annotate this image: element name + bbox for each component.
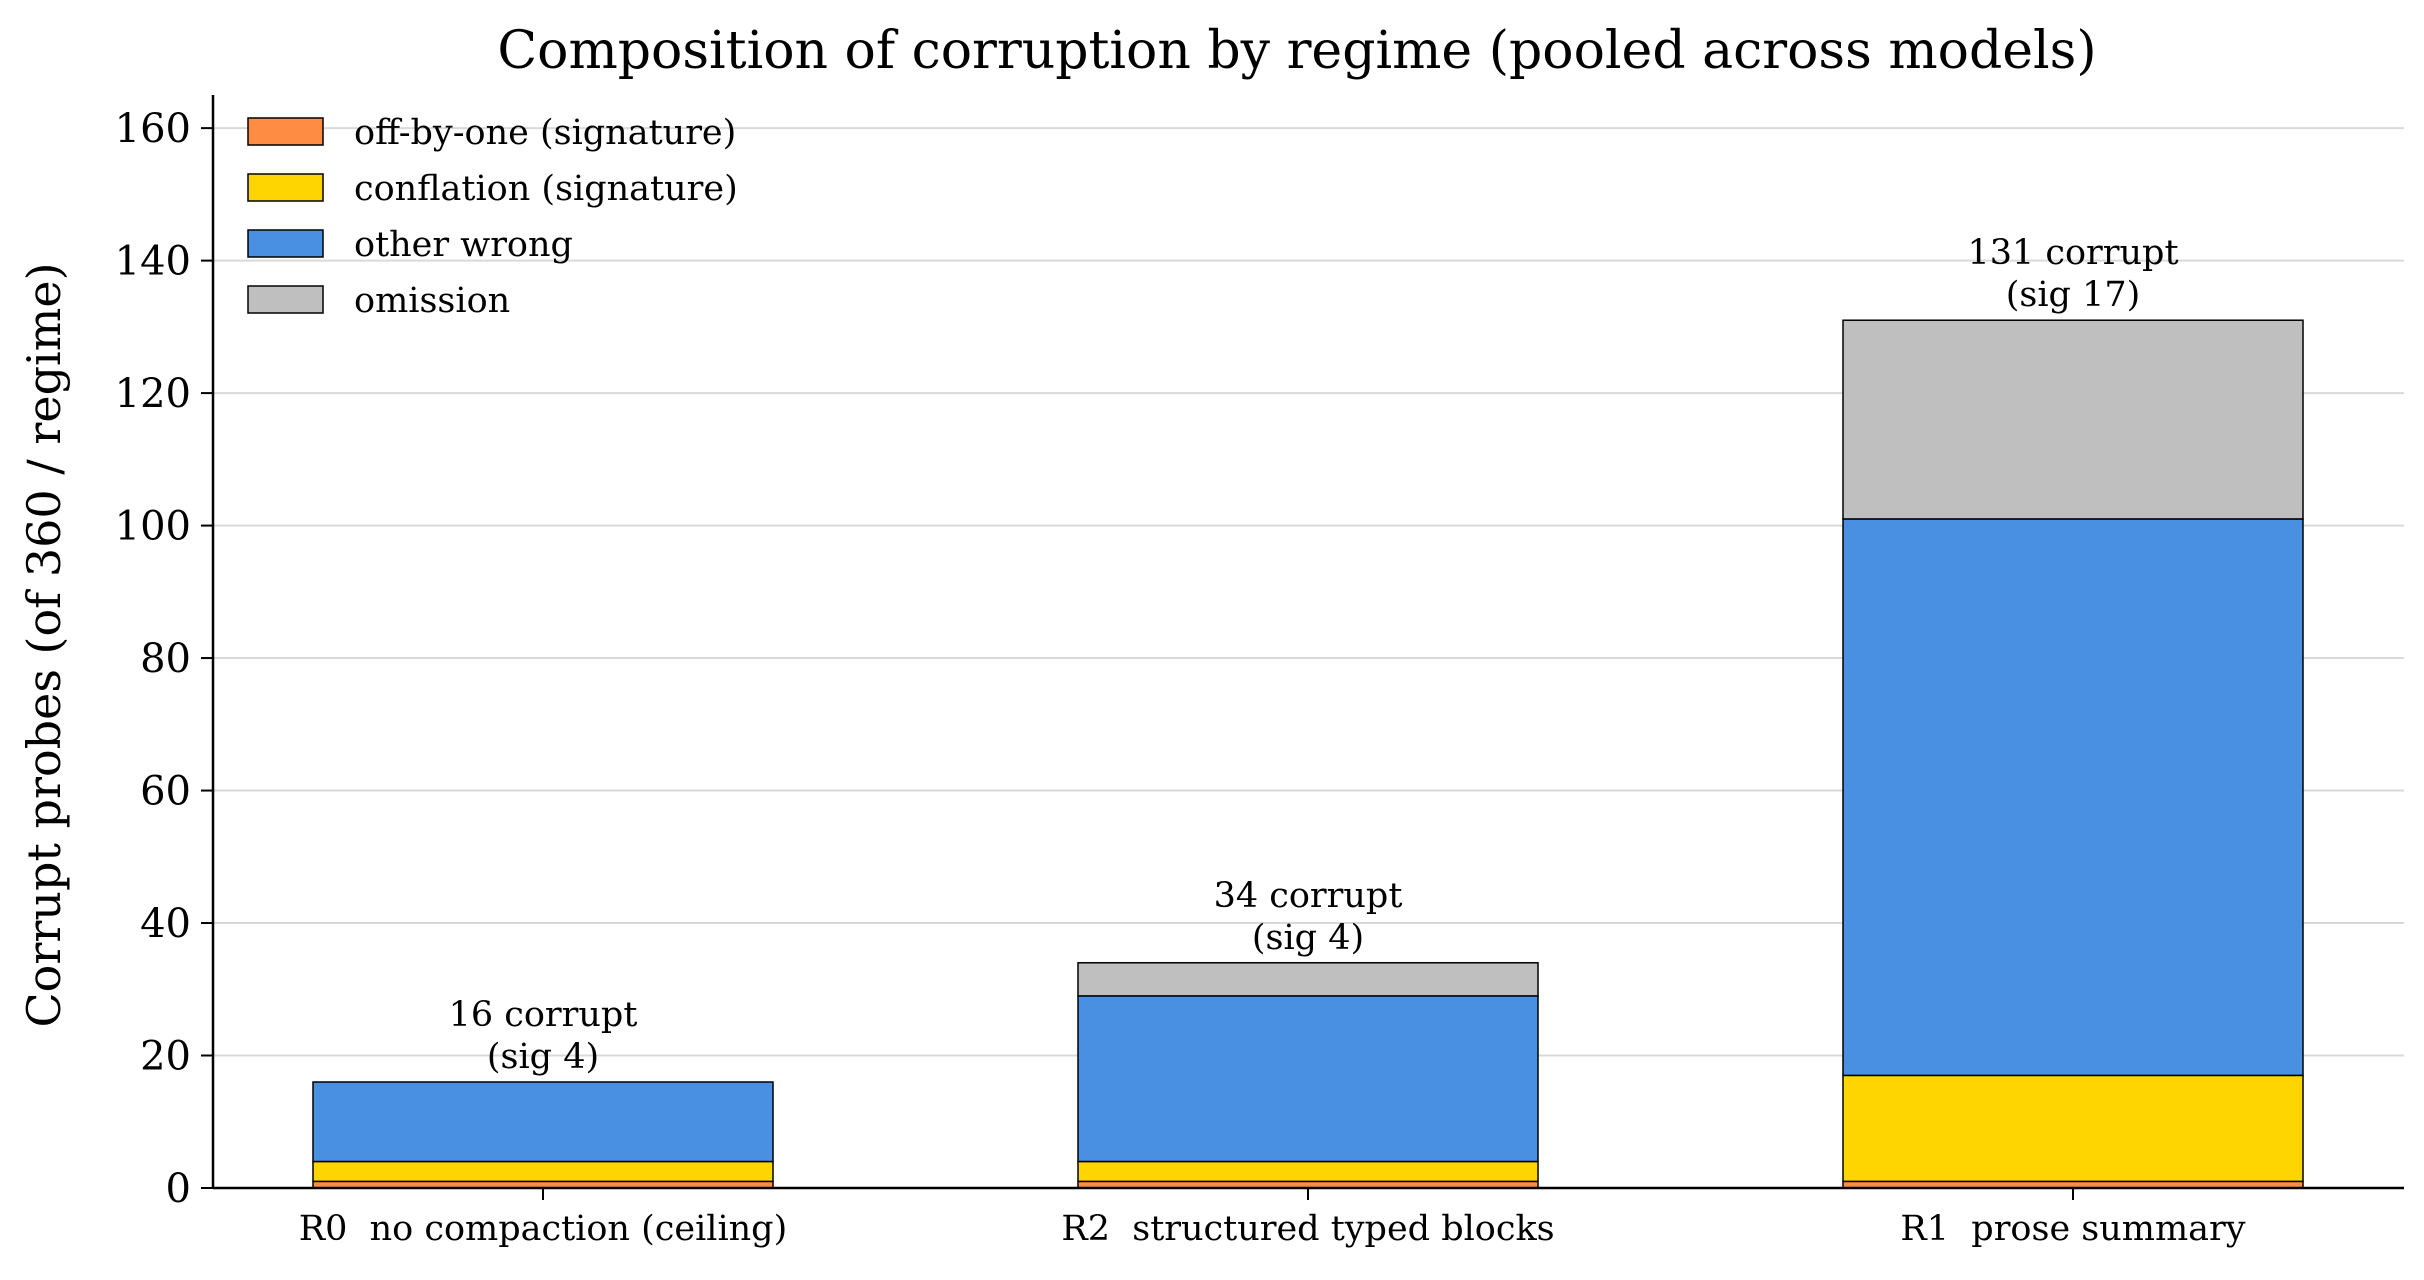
gridlines xyxy=(213,127,2404,1057)
bar-segment xyxy=(1077,995,1539,1163)
y-tick-label: 160 xyxy=(115,106,191,152)
y-axis-label: Corrupt probes (of 360 / regime) xyxy=(17,262,71,1027)
x-tick-label: R0 no compaction (ceiling) xyxy=(299,1209,788,1249)
bar-annotations: 16 corrupt(sig 4)34 corrupt(sig 4)131 co… xyxy=(449,233,2179,1077)
y-tick-label: 0 xyxy=(166,1166,191,1212)
y-tick-label: 20 xyxy=(140,1034,191,1080)
bar-segment xyxy=(312,1081,774,1163)
bar-segment xyxy=(1842,319,2304,520)
bar-signature-label: (sig 4) xyxy=(1252,918,1364,958)
legend-entry-label: other wrong xyxy=(354,225,573,265)
bar-segment xyxy=(1077,1160,1539,1183)
legend-entry-label: omission xyxy=(354,281,510,321)
legend-swatch xyxy=(247,117,324,146)
tick-labels: 0 20 40 60 80 100 120 140 160 R0 no compaction (c… xyxy=(115,106,2246,1249)
bar-segment xyxy=(1842,518,2304,1077)
bar-segment xyxy=(1077,962,1539,997)
x-tick-label: R2 structured typed blocks xyxy=(1061,1209,1554,1249)
bar-segment xyxy=(312,1160,774,1183)
y-tick-label: 80 xyxy=(140,636,191,682)
legend-swatch xyxy=(247,285,324,314)
bar-total-label: 16 corrupt xyxy=(449,995,638,1035)
y-tick-label: 40 xyxy=(140,901,191,947)
bar-signature-label: (sig 4) xyxy=(487,1037,599,1077)
legend-entry-label: conflation (signature) xyxy=(354,169,738,209)
bars xyxy=(312,319,2304,1189)
legend-swatch xyxy=(247,229,324,258)
bar-total-label: 131 corrupt xyxy=(1967,233,2178,273)
y-tick-label: 140 xyxy=(115,239,191,285)
legend: off-by-one (signature) conflation (signat… xyxy=(247,113,738,321)
bar-segment xyxy=(1842,1074,2304,1183)
bar-signature-label: (sig 17) xyxy=(2006,275,2141,315)
y-tick-label: 100 xyxy=(115,504,191,550)
legend-entry-label: off-by-one (signature) xyxy=(354,113,736,153)
y-tick-label: 120 xyxy=(115,371,191,417)
bar-total-label: 34 corrupt xyxy=(1214,876,1403,916)
x-tick-label: R1 prose summary xyxy=(1900,1209,2245,1249)
chart-title: Composition of corruption by regime (poo… xyxy=(497,21,2096,81)
y-tick-label: 60 xyxy=(140,769,191,815)
legend-swatch xyxy=(247,173,324,202)
